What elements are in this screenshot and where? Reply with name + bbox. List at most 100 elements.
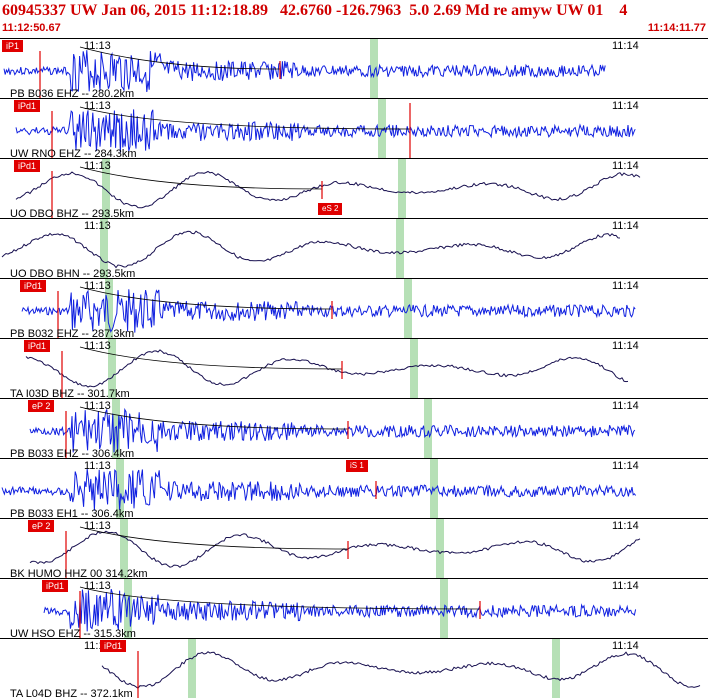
trace-panel[interactable]: 11:13 11:14 iPd1 TA I03D BHZ -- 301.7km — [0, 338, 708, 398]
waveform-plot — [15, 99, 636, 158]
station-label: TA I03D BHZ -- 301.7km — [10, 388, 130, 398]
trace-panel[interactable]: 11:13 11:14 UO DBO BHN -- 293.5km — [0, 218, 708, 278]
event-header: 60945337 UW Jan 06, 2015 11:12:18.89 42.… — [0, 0, 708, 38]
waveform-line — [29, 530, 641, 568]
time-window-band — [188, 639, 196, 698]
waveform-plot — [101, 639, 701, 698]
start-time: 11:12:50.67 — [2, 22, 61, 34]
time-window-band — [424, 399, 432, 458]
phase-pick-label[interactable]: iPd1 — [24, 340, 51, 352]
time-label-11-13: 11:13 — [84, 160, 111, 172]
waveform-line — [15, 109, 636, 153]
time-window-band — [124, 579, 132, 638]
time-window-band — [410, 339, 418, 398]
trace-panel[interactable]: 11:13 11:14 iPd1 UW HSO EHZ -- 315.3km — [0, 578, 708, 638]
trace-panel[interactable]: 11:13 11:14 iS 1 PB B033 EH1 -- 306.4km — [0, 458, 708, 518]
station-label: UW RNO EHZ -- 284.3km — [10, 148, 137, 158]
time-window-band — [430, 459, 438, 518]
waveform-plot — [15, 159, 641, 218]
time-label-11-14: 11:14 — [612, 220, 639, 232]
waveform-plot — [29, 519, 641, 578]
coda-curve — [79, 286, 333, 310]
secondary-pick-label[interactable]: iS 1 — [346, 460, 368, 472]
waveform-line — [15, 170, 641, 209]
time-label-11-14: 11:14 — [612, 580, 639, 592]
time-label-11-13: 11:13 — [84, 280, 111, 292]
end-time: 11:14:11.77 — [647, 22, 706, 34]
station-label: UO DBO BHZ -- 293.5km — [10, 208, 135, 218]
trace-panel[interactable]: 11:13 11:14 eP 2 BK HUMO HHZ 00 314.2km — [0, 518, 708, 578]
station-label: TA L04D BHZ -- 372.1km — [10, 688, 133, 698]
waveform-plot — [1, 459, 637, 518]
time-label-11-14: 11:14 — [612, 460, 639, 472]
waveform-plot — [43, 579, 637, 638]
station-label: PB B036 EHZ -- 280.2km — [10, 88, 135, 98]
coda-curve — [79, 46, 281, 70]
station-label: PB B033 EH1 -- 306.4km — [10, 508, 134, 518]
time-window-band — [102, 159, 110, 218]
trace-panel[interactable]: 11:13 11:14 iPd1 UW RNO EHZ -- 284.3km — [0, 98, 708, 158]
waveform-line — [29, 407, 636, 453]
station-label: PB B032 EHZ -- 287.3km — [10, 328, 135, 338]
waveform-line — [101, 651, 701, 689]
time-window-band — [120, 519, 128, 578]
time-label-11-13: 11:13 — [84, 100, 111, 112]
trace-panel[interactable]: 11:13 11:14 iPd1 eS 2 UO DBO BHZ -- 293.5km — [0, 158, 708, 218]
time-label-11-13: 11:13 — [84, 400, 111, 412]
time-window-band — [436, 519, 444, 578]
time-window-band — [396, 219, 404, 278]
coda-curve — [79, 406, 349, 430]
station-label: PB B033 EHZ -- 306.4km — [10, 448, 135, 458]
time-window-band — [116, 459, 124, 518]
phase-pick-label[interactable]: iPd1 — [14, 160, 41, 172]
trace-panel[interactable]: 11:13 11:14 eP 2 PB B033 EHZ -- 306.4km — [0, 398, 708, 458]
trace-stack: 11:13 11:14 iP1 PB B036 EHZ -- 280.2km 11:13… — [0, 38, 708, 698]
time-label-11-13: 11:13 — [84, 340, 111, 352]
coda-curve — [79, 586, 481, 610]
phase-pick-label[interactable]: eP 2 — [28, 520, 55, 532]
trace-panel[interactable]: 11:13 11:14 iPd1 TA L04D BHZ -- 372.1km — [0, 638, 708, 698]
waveform-plot — [25, 339, 629, 398]
time-window-band — [370, 39, 378, 98]
secondary-pick-label[interactable]: eS 2 — [318, 203, 343, 215]
waveform-line — [21, 289, 636, 333]
time-window-band — [378, 99, 386, 158]
coda-curve — [79, 346, 343, 370]
time-label-11-13: 11:13 — [84, 580, 111, 592]
waveform-plot — [1, 219, 621, 278]
time-label-11-14: 11:14 — [612, 340, 639, 352]
waveform-line — [43, 588, 637, 632]
time-label-11-14: 11:14 — [612, 640, 639, 652]
waveform-line — [1, 468, 637, 511]
time-label-11-14: 11:14 — [612, 40, 639, 52]
time-label-11-14: 11:14 — [612, 400, 639, 412]
station-label: UO DBO BHN -- 293.5km — [10, 268, 136, 278]
phase-pick-label[interactable]: iPd1 — [42, 580, 69, 592]
phase-pick-label[interactable]: iP1 — [2, 40, 24, 52]
phase-pick-label[interactable]: eP 2 — [28, 400, 55, 412]
time-label-11-13: 11:13 — [84, 460, 111, 472]
time-window-band — [105, 279, 113, 338]
coda-curve — [79, 106, 411, 130]
station-label: UW HSO EHZ -- 315.3km — [10, 628, 136, 638]
waveform-line — [25, 349, 629, 388]
coda-curve — [79, 526, 349, 550]
event-summary: 60945337 UW Jan 06, 2015 11:12:18.89 42.… — [2, 2, 628, 19]
waveform-line — [1, 230, 621, 269]
waveform-plot — [29, 399, 636, 458]
phase-pick-label[interactable]: iPd1 — [20, 280, 47, 292]
trace-panel[interactable]: 11:13 11:14 iP1 PB B036 EHZ -- 280.2km — [0, 38, 708, 98]
waveform-line — [3, 50, 606, 93]
phase-pick-label[interactable]: iPd1 — [14, 100, 41, 112]
time-window-band — [552, 639, 560, 698]
time-window-band — [108, 339, 116, 398]
coda-curve — [79, 166, 323, 190]
time-label-11-14: 11:14 — [612, 100, 639, 112]
waveform-plot — [3, 39, 606, 98]
time-label-11-13: 11:13 — [84, 520, 111, 532]
trace-panel[interactable]: 11:13 11:14 iPd1 PB B032 EHZ -- 287.3km — [0, 278, 708, 338]
time-label-11-14: 11:14 — [612, 160, 639, 172]
phase-pick-label[interactable]: iPd1 — [100, 640, 127, 652]
time-window-band — [398, 159, 406, 218]
time-label-11-13: 11:13 — [84, 220, 111, 232]
